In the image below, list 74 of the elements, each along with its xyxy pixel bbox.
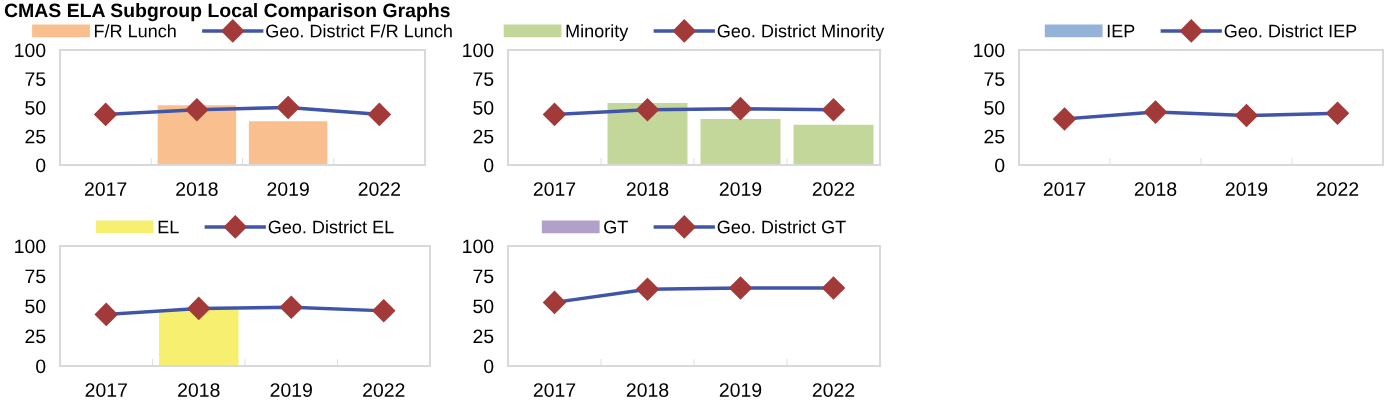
x-tick-label: 2018 [626, 182, 669, 196]
legend-label: Geo. District EL [268, 220, 394, 234]
x-tick-label: 2017 [533, 182, 576, 196]
y-tick-label: 25 [473, 129, 494, 144]
point [187, 296, 211, 320]
x-tick-label: 2017 [1043, 182, 1086, 196]
y-tick-label: 75 [25, 72, 46, 86]
y-tick-label: 75 [473, 269, 494, 284]
x-tick-label: 2022 [358, 182, 401, 196]
point [1235, 104, 1258, 128]
x-tick-label: 2022 [812, 182, 855, 196]
x-tick-label: 2019 [270, 383, 312, 397]
point [94, 302, 118, 326]
legend-label: Geo. District Minority [717, 24, 885, 41]
y-tick-label: 75 [473, 72, 494, 86]
y-tick-label: 0 [484, 158, 494, 173]
x-tick-label: 2019 [1225, 182, 1268, 196]
legend-label: Minority [566, 24, 629, 41]
point [279, 295, 303, 319]
legend-label: Geo. District IEP [1224, 24, 1357, 38]
x-tick-label: 2017 [533, 383, 576, 397]
y-tick-label: 0 [36, 359, 46, 374]
point [1144, 100, 1167, 124]
point [94, 102, 118, 126]
y-tick-label: 100 [15, 43, 46, 58]
point [543, 290, 566, 314]
chart-title: CMAS ELA Subgroup Local Comparison Graphs [4, 3, 450, 22]
x-tick-label: 2018 [178, 383, 220, 397]
point [1053, 107, 1076, 131]
legend-label: GT [604, 220, 628, 234]
x-tick-label: 2018 [176, 182, 218, 196]
y-tick-label: 75 [984, 72, 1005, 86]
bar [793, 124, 874, 165]
legend-label: Geo. District GT [717, 220, 846, 234]
legend-label: IEP [1107, 24, 1135, 38]
x-tick-label: 2018 [1134, 182, 1177, 196]
y-tick-label: 75 [25, 269, 46, 284]
y-tick-label: 50 [473, 299, 494, 314]
legend-label: EL [158, 220, 179, 234]
point [1326, 101, 1349, 125]
x-tick-label: 2019 [719, 383, 762, 397]
y-tick-label: 100 [463, 43, 494, 58]
y-tick-label: 0 [484, 359, 494, 374]
y-tick-label: 25 [473, 329, 494, 344]
point [636, 277, 659, 301]
y-tick-label: 50 [984, 100, 1005, 115]
y-tick-label: 100 [463, 239, 494, 254]
y-tick-label: 25 [25, 329, 46, 344]
point [372, 299, 396, 323]
x-tick-label: 2022 [363, 383, 405, 397]
x-tick-label: 2022 [812, 383, 855, 397]
y-tick-label: 100 [974, 43, 1005, 58]
point [276, 96, 300, 119]
x-tick-label: 2018 [626, 383, 669, 397]
y-tick-label: 50 [473, 100, 494, 115]
point [185, 98, 209, 122]
point [822, 276, 845, 300]
y-tick-label: 50 [25, 100, 46, 115]
x-tick-label: 2019 [719, 182, 762, 196]
y-tick-label: 50 [25, 299, 46, 314]
x-tick-label: 2017 [84, 182, 127, 196]
y-tick-label: 100 [15, 239, 46, 254]
x-tick-label: 2019 [267, 182, 309, 196]
y-tick-label: 25 [25, 129, 46, 144]
y-tick-label: 0 [995, 158, 1005, 173]
bar [700, 119, 781, 165]
point [367, 102, 391, 126]
legend-label: Geo. District F/R Lunch [266, 24, 452, 38]
point [729, 276, 752, 300]
y-tick-label: 0 [36, 158, 46, 173]
x-tick-label: 2022 [1316, 182, 1359, 196]
x-tick-label: 2017 [85, 383, 127, 397]
y-tick-label: 25 [984, 129, 1005, 144]
legend-label: F/R Lunch [94, 24, 176, 38]
